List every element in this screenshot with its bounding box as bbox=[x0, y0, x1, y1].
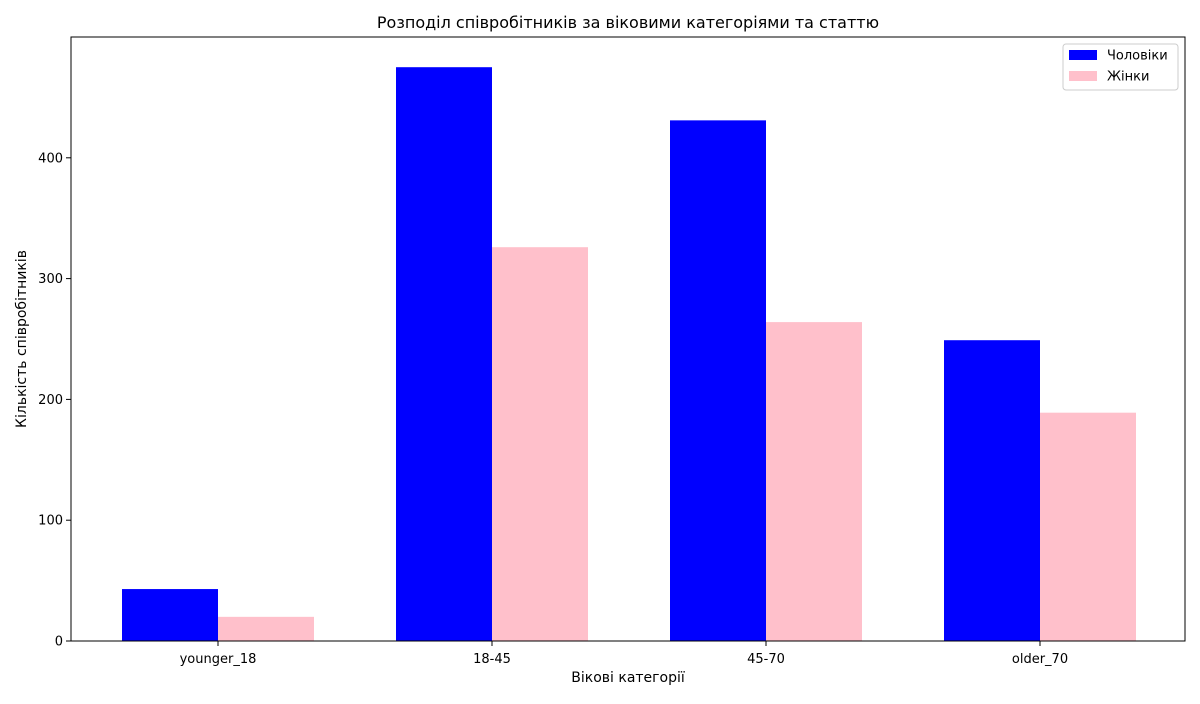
bar-younger_18-women bbox=[218, 616, 314, 641]
y-tick-label: 0 bbox=[55, 635, 63, 650]
y-axis-label: Кількість співробітників bbox=[14, 250, 30, 428]
legend-label: Чоловіки bbox=[1107, 49, 1168, 64]
bar-45-70-men bbox=[670, 120, 766, 642]
y-axis-ticks: 0 100 200 300 400 bbox=[38, 151, 71, 650]
x-tick-label: younger_18 bbox=[180, 652, 257, 667]
legend: Чоловіки Жінки bbox=[1062, 43, 1179, 91]
chart-title: Розподіл співробітників за віковими кате… bbox=[377, 13, 879, 32]
legend-swatch bbox=[1069, 71, 1097, 81]
legend-items: Чоловіки Жінки bbox=[1069, 49, 1168, 85]
bars-layer bbox=[122, 67, 1136, 642]
x-tick-label: 18-45 bbox=[473, 652, 511, 667]
x-tick-label: 45-70 bbox=[747, 652, 785, 667]
legend-swatch bbox=[1069, 50, 1097, 60]
bar-18-45-women bbox=[492, 247, 588, 641]
y-tick-label: 300 bbox=[38, 272, 63, 287]
bar-45-70-women bbox=[766, 322, 862, 641]
bar-younger_18-men bbox=[122, 589, 218, 641]
legend-label: Жінки bbox=[1107, 70, 1149, 85]
x-axis-ticks: younger_18 18-45 45-70 older_70 bbox=[180, 641, 1068, 667]
y-tick-label: 400 bbox=[38, 151, 63, 166]
bar-older_70-men bbox=[944, 340, 1040, 641]
x-axis-label: Вікові категорії bbox=[571, 670, 685, 686]
y-tick-label: 200 bbox=[38, 393, 63, 408]
bar-18-45-men bbox=[396, 67, 492, 641]
x-tick-label: older_70 bbox=[1012, 652, 1068, 667]
bar-older_70-women bbox=[1040, 412, 1136, 641]
y-tick-label: 100 bbox=[38, 514, 63, 529]
plot-frame bbox=[70, 36, 1186, 642]
